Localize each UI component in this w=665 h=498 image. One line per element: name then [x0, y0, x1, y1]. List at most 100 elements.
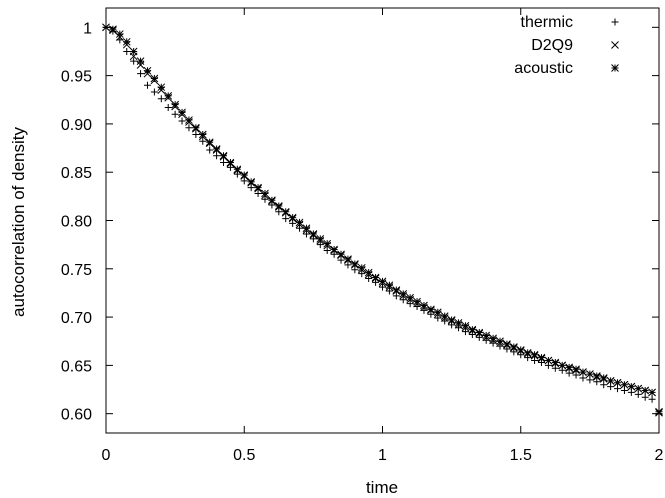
- y-tick-label: 0.80: [61, 214, 92, 231]
- data-point: [385, 281, 394, 290]
- data-point: [627, 382, 636, 391]
- data-point: [136, 57, 145, 65]
- data-point: [316, 234, 325, 243]
- x-axis: 0 0.5 1 1.5 2: [102, 8, 664, 464]
- data-point: [199, 137, 207, 145]
- data-point: [516, 346, 525, 354]
- data-point: [641, 386, 650, 395]
- data-point: [109, 25, 117, 34]
- data-point: [572, 365, 580, 374]
- y-axis: 0.60 0.65 0.70 0.75 0.80 0.85 0.90 0.95 1: [61, 20, 659, 424]
- data-point: [282, 215, 290, 223]
- data-point: [482, 331, 491, 340]
- data-point: [281, 207, 290, 216]
- legend-label: D2Q9: [531, 37, 573, 54]
- data-point: [136, 61, 145, 69]
- data-point: [544, 356, 553, 365]
- legend-marker: [611, 64, 619, 72]
- y-tick-label: 1: [83, 20, 92, 37]
- data-point: [648, 388, 656, 397]
- data-point: [247, 178, 256, 186]
- data-point: [123, 47, 131, 55]
- data-point: [185, 124, 193, 132]
- data-point: [219, 151, 228, 160]
- data-point: [198, 130, 207, 139]
- y-tick-label: 0.70: [61, 310, 92, 327]
- data-point: [178, 117, 186, 125]
- data-point: [440, 312, 449, 320]
- data-point: [330, 245, 338, 254]
- x-tick-label: 1: [378, 447, 387, 464]
- data-point: [226, 158, 235, 167]
- data-point: [192, 123, 200, 132]
- data-point: [378, 277, 387, 286]
- data-point: [137, 70, 145, 78]
- data-point: [171, 110, 179, 118]
- data-point: [406, 293, 415, 302]
- data-point: [433, 308, 442, 317]
- data-point: [240, 171, 249, 179]
- data-point: [115, 30, 124, 38]
- legend-label: thermic: [521, 14, 573, 31]
- data-point: [606, 376, 615, 385]
- data-point: [468, 325, 477, 334]
- data-point: [620, 380, 629, 389]
- data-point: [206, 146, 214, 154]
- data-point: [371, 273, 380, 282]
- legend-marker: [611, 41, 619, 49]
- data-point: [427, 305, 435, 314]
- data-point: [220, 159, 228, 167]
- y-tick-label: 0.95: [61, 69, 92, 86]
- series-thermic: [102, 23, 663, 418]
- data-point: [592, 372, 601, 380]
- data-point: [205, 138, 214, 147]
- data-point: [461, 321, 470, 330]
- data-point: [143, 81, 151, 89]
- chart-marks: [102, 23, 663, 418]
- legend: thermic D2Q9 acoustic: [514, 14, 619, 77]
- data-point: [509, 343, 518, 351]
- data-point: [150, 74, 159, 83]
- data-point: [579, 368, 587, 377]
- data-point: [143, 66, 152, 75]
- data-point: [295, 218, 304, 227]
- data-point: [164, 92, 173, 100]
- y-tick-label: 0.65: [61, 358, 92, 375]
- data-point: [261, 189, 269, 198]
- y-tick-label: 0.90: [61, 117, 92, 134]
- data-point: [233, 165, 242, 174]
- data-point: [558, 361, 567, 370]
- x-axis-label: time: [366, 478, 398, 497]
- data-point: [565, 363, 573, 372]
- data-point: [122, 37, 131, 46]
- data-point: [399, 290, 408, 298]
- data-point: [171, 100, 179, 109]
- data-point: [309, 230, 318, 238]
- data-point: [357, 263, 366, 272]
- data-point: [600, 381, 608, 389]
- y-tick-label: 0.75: [61, 262, 92, 279]
- x-tick-label: 1.5: [510, 447, 532, 464]
- data-point: [157, 83, 166, 92]
- series-acoustic: [102, 23, 663, 416]
- data-point: [130, 57, 138, 65]
- data-point: [288, 213, 297, 222]
- x-tick-label: 0: [102, 447, 111, 464]
- data-point: [503, 340, 511, 348]
- data-point: [254, 183, 262, 192]
- data-point: [413, 297, 421, 306]
- data-point: [212, 145, 221, 153]
- y-tick-label: 0.60: [61, 407, 92, 424]
- data-point: [323, 239, 332, 248]
- legend-marker: [611, 18, 619, 26]
- data-point: [268, 196, 276, 205]
- data-point: [164, 103, 172, 111]
- data-point: [530, 350, 539, 359]
- data-point: [185, 116, 193, 124]
- data-point: [641, 393, 649, 401]
- data-point: [192, 131, 200, 139]
- data-point: [420, 301, 428, 310]
- data-point: [454, 319, 463, 327]
- data-point: [475, 328, 484, 337]
